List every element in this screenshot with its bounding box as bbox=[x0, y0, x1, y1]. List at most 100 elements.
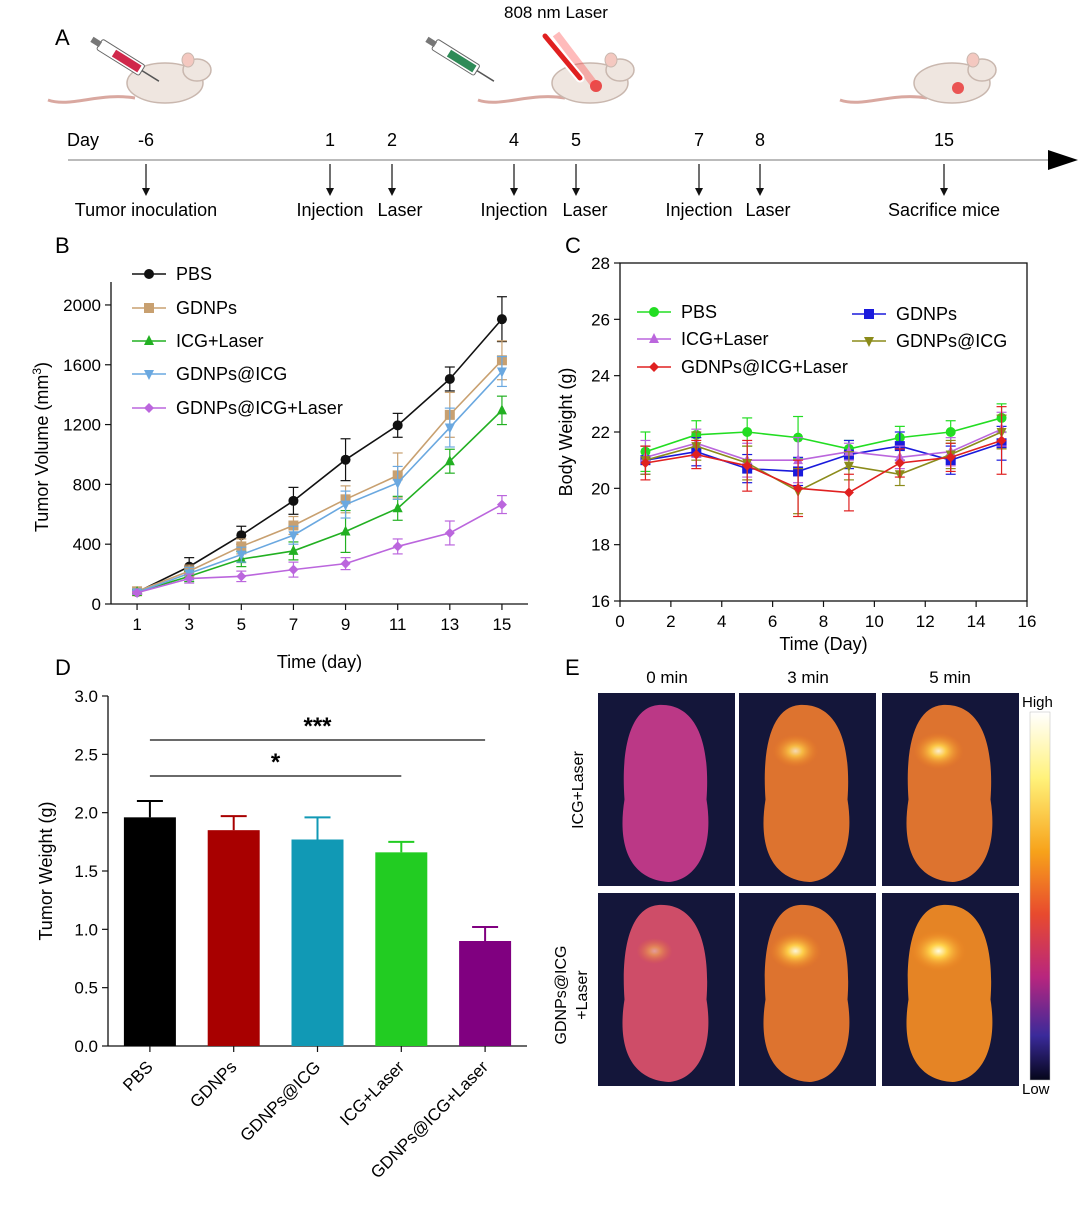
data-point bbox=[742, 460, 753, 471]
legend-label: PBS bbox=[681, 302, 717, 322]
y-axis-label: Body Weight (g) bbox=[556, 368, 576, 497]
thermal-image-r1-c2 bbox=[882, 893, 1019, 1086]
data-point bbox=[340, 525, 351, 536]
legend-marker bbox=[649, 333, 659, 343]
y-axis-label: Tumor Volume (mm3) bbox=[30, 362, 52, 532]
y-tick-label: 28 bbox=[591, 254, 610, 273]
data-point bbox=[945, 427, 956, 437]
bar-pbs: PBS bbox=[119, 800, 176, 1095]
hotspot bbox=[769, 932, 822, 970]
data-point bbox=[793, 483, 804, 494]
data-point bbox=[288, 531, 299, 542]
y-tick-label: 2000 bbox=[63, 296, 101, 315]
hotspot bbox=[636, 938, 673, 964]
time-label-3: 3 min bbox=[787, 668, 829, 687]
data-point bbox=[945, 452, 956, 463]
timeline-tick-arrowhead bbox=[510, 188, 518, 196]
significance-label: * bbox=[271, 749, 281, 776]
hotspot bbox=[910, 930, 967, 972]
data-point bbox=[843, 461, 854, 472]
timeline-event-label: Laser bbox=[745, 200, 790, 220]
mouse-silhouette bbox=[763, 704, 850, 882]
data-point bbox=[496, 404, 507, 415]
y-tick-label: 400 bbox=[73, 535, 101, 554]
mouse-silhouette bbox=[906, 904, 993, 1082]
x-tick-label: 5 bbox=[237, 615, 246, 634]
colorbar-high-label: High bbox=[1022, 694, 1053, 711]
legend-marker bbox=[144, 303, 154, 313]
time-label-5: 5 min bbox=[929, 668, 971, 687]
y-tick-label: 24 bbox=[591, 367, 610, 386]
tumor-spot bbox=[590, 80, 602, 92]
mouse-sacrifice bbox=[839, 52, 997, 104]
legend-entry: GDNPs bbox=[852, 304, 957, 324]
x-tick-label: 13 bbox=[440, 615, 459, 634]
timeline-day-label: 5 bbox=[571, 130, 581, 150]
legend-label: GDNPs@ICG+Laser bbox=[176, 398, 343, 418]
data-point bbox=[236, 541, 247, 552]
series-line bbox=[645, 428, 1002, 461]
y-axis-label-superscript: 3 bbox=[30, 368, 44, 375]
thermal-image-grid bbox=[598, 693, 1019, 1086]
mouse-silhouette bbox=[622, 904, 709, 1082]
x-tick-label: 0 bbox=[615, 612, 624, 631]
data-point bbox=[444, 527, 455, 538]
bar bbox=[123, 817, 176, 1046]
y-tick-label: 1600 bbox=[63, 356, 101, 375]
data-point bbox=[236, 550, 247, 561]
panel-label-d: D bbox=[55, 655, 71, 680]
mouse-tail bbox=[47, 95, 136, 104]
legend-label: ICG+Laser bbox=[681, 329, 769, 349]
data-point bbox=[392, 502, 403, 513]
day-label: Day bbox=[67, 130, 99, 150]
panel-label-b: B bbox=[55, 233, 70, 258]
data-point bbox=[496, 367, 507, 378]
timeline-day-label: 4 bbox=[509, 130, 519, 150]
data-point bbox=[444, 423, 455, 434]
bar bbox=[291, 839, 344, 1046]
data-point bbox=[843, 487, 854, 498]
y-tick-label: 3.0 bbox=[74, 687, 98, 706]
series-line bbox=[136, 503, 503, 594]
timeline-event-label: Injection bbox=[665, 200, 732, 220]
legend-marker bbox=[144, 370, 154, 380]
legend-label: GDNPs@ICG+Laser bbox=[681, 357, 848, 377]
x-tick-label: 4 bbox=[717, 612, 726, 631]
y-tick-label: 0.0 bbox=[74, 1037, 98, 1056]
timeline-day-label: 8 bbox=[755, 130, 765, 150]
panel-label-c: C bbox=[565, 233, 581, 258]
x-axis-label: Time (day) bbox=[277, 652, 362, 672]
x-tick-label: 16 bbox=[1018, 612, 1037, 631]
x-tick-label: 3 bbox=[184, 615, 193, 634]
data-point bbox=[793, 454, 804, 465]
timeline-tick-arrowhead bbox=[572, 188, 580, 196]
bar bbox=[375, 852, 428, 1046]
thermal-image-r1-c0 bbox=[598, 893, 735, 1086]
hotspot bbox=[772, 734, 819, 768]
legend-entry: PBS bbox=[132, 264, 212, 284]
legend-marker bbox=[649, 307, 659, 317]
timeline-tick-arrowhead bbox=[940, 188, 948, 196]
row-label-icg-laser: ICG+Laser bbox=[570, 750, 587, 828]
mouse-ear bbox=[181, 52, 195, 68]
timeline-event-label: Laser bbox=[562, 200, 607, 220]
panel-d: D 0.0 0.5 1.0 1.5 2.0 2.5 3.0 Tumor Weight (g) P… bbox=[36, 655, 527, 1182]
x-tick-label: 11 bbox=[389, 615, 407, 634]
legend-entry: GDNPs bbox=[132, 298, 237, 318]
data-point bbox=[843, 445, 854, 456]
timeline-day-label: -6 bbox=[138, 130, 154, 150]
syringe-red-icon bbox=[90, 36, 160, 82]
data-point bbox=[288, 520, 299, 531]
data-point bbox=[340, 454, 351, 465]
legend-entry: GDNPs@ICG+Laser bbox=[637, 357, 848, 377]
timeline-day-label: 15 bbox=[934, 130, 954, 150]
series-line bbox=[645, 439, 1002, 494]
time-label-0: 0 min bbox=[646, 668, 688, 687]
series-line bbox=[136, 359, 503, 593]
x-tick-label: 9 bbox=[341, 615, 350, 634]
timeline-tick-arrowhead bbox=[388, 188, 396, 196]
thermal-image-r0-c1 bbox=[739, 693, 876, 886]
